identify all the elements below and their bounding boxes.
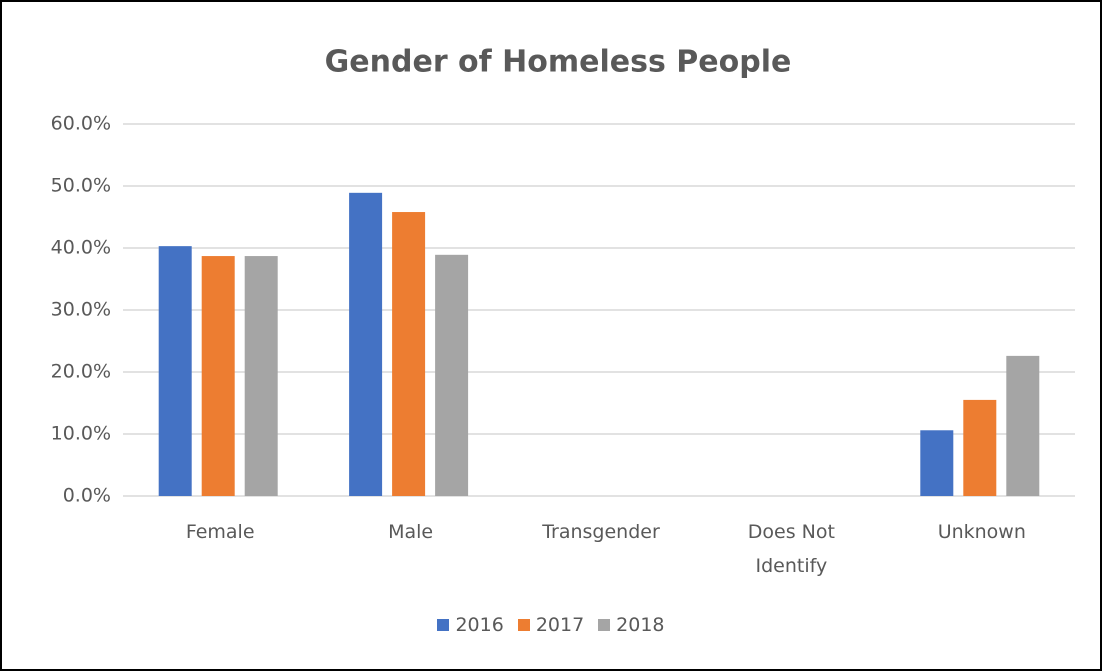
y-tick-label: 20.0% [51, 361, 111, 383]
y-tick-label: 10.0% [51, 423, 111, 445]
y-tick-label: 60.0% [51, 113, 111, 135]
y-tick-label: 30.0% [51, 299, 111, 321]
legend-item: 2017 [517, 614, 585, 636]
x-tick-label: Does Not Identify [747, 521, 835, 577]
legend-label: 2018 [616, 614, 665, 636]
y-tick-label: 0.0% [63, 485, 111, 507]
legend: 2016 2017 2018 [2, 614, 1100, 636]
bar [920, 430, 954, 496]
bar [244, 256, 278, 496]
x-tick-label: Male [388, 521, 434, 543]
legend-item: 2018 [598, 614, 665, 636]
bar [1006, 355, 1040, 496]
legend-label: 2016 [455, 614, 504, 636]
x-tick-label: Transgender [542, 521, 660, 543]
bar [349, 192, 383, 496]
legend-label: 2017 [535, 614, 585, 636]
bar [963, 399, 997, 496]
bar [201, 256, 235, 496]
bar [392, 212, 426, 497]
legend-swatch [437, 619, 450, 631]
bar [435, 254, 469, 496]
x-tick-label: Unknown [937, 521, 1026, 543]
chart-title: Gender of Homeless People [325, 45, 792, 80]
legend-swatch [517, 619, 530, 631]
bar [158, 246, 192, 496]
legend-item: 2016 [437, 614, 504, 636]
legend-swatch [598, 619, 611, 631]
y-tick-label: 50.0% [51, 175, 111, 197]
y-tick-label: 40.0% [51, 237, 111, 259]
x-tick-label: Female [185, 521, 255, 543]
